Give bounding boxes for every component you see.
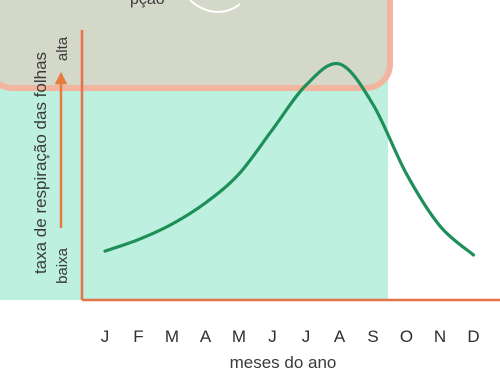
- partial-top-text: pção: [130, 0, 165, 8]
- x-tick-label: J: [268, 327, 277, 346]
- x-tick-label: M: [165, 327, 179, 346]
- x-tick-label: A: [200, 327, 212, 346]
- x-tick-label: A: [334, 327, 346, 346]
- top-overlay-box: [0, 0, 393, 91]
- x-tick-label: D: [467, 327, 479, 346]
- y-low-label: baixa: [54, 247, 71, 284]
- x-tick-label: J: [302, 327, 311, 346]
- x-tick-label: F: [133, 327, 143, 346]
- x-tick-label: N: [434, 327, 446, 346]
- y-high-label: alta: [54, 36, 71, 61]
- x-tick-label: M: [232, 327, 246, 346]
- x-tick-label: O: [400, 327, 413, 346]
- x-tick-label: J: [101, 327, 110, 346]
- series-line: [103, 61, 476, 257]
- x-axis-label: meses do ano: [230, 353, 337, 372]
- top-overlay-swirl: [189, 0, 241, 13]
- x-tick-label: S: [367, 327, 378, 346]
- y-axis-label: taxa de respiração das folhas: [31, 52, 50, 274]
